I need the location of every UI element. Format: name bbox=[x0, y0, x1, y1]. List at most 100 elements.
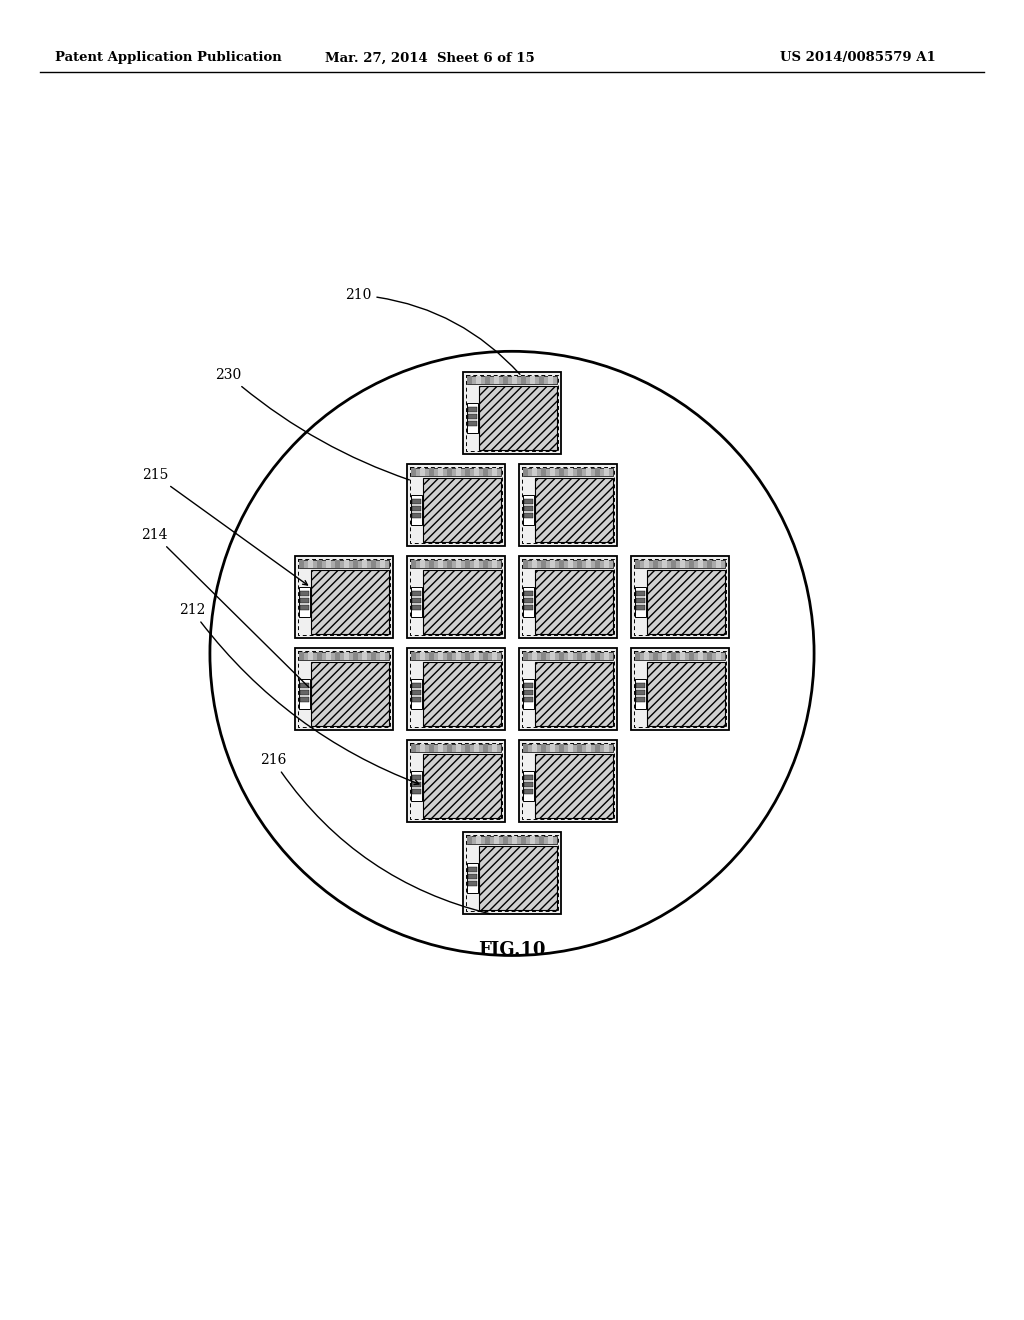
Bar bbox=[429, 469, 433, 477]
Bar bbox=[317, 652, 322, 660]
Bar bbox=[604, 561, 608, 569]
Bar bbox=[568, 469, 572, 477]
Bar bbox=[411, 561, 416, 569]
Bar bbox=[586, 652, 591, 660]
Bar bbox=[300, 598, 309, 603]
Bar bbox=[456, 469, 461, 477]
Bar bbox=[636, 591, 645, 597]
Bar bbox=[535, 478, 613, 543]
Bar bbox=[568, 744, 572, 752]
Text: US 2014/0085579 A1: US 2014/0085579 A1 bbox=[780, 51, 936, 65]
Bar bbox=[523, 587, 534, 618]
Bar bbox=[412, 606, 421, 610]
Bar bbox=[662, 561, 667, 569]
Bar bbox=[411, 469, 416, 477]
Bar bbox=[412, 783, 421, 788]
Bar bbox=[300, 684, 309, 689]
Bar bbox=[465, 561, 469, 569]
Bar bbox=[635, 561, 725, 569]
Bar bbox=[595, 469, 599, 477]
Bar bbox=[468, 867, 477, 873]
Bar bbox=[635, 561, 640, 569]
Bar bbox=[308, 561, 312, 569]
Bar bbox=[300, 690, 309, 696]
Bar bbox=[447, 652, 452, 660]
Bar bbox=[492, 744, 497, 752]
Bar bbox=[420, 744, 425, 752]
Bar bbox=[541, 744, 546, 752]
Bar bbox=[604, 652, 608, 660]
Bar bbox=[311, 570, 389, 635]
Bar bbox=[604, 744, 608, 752]
Bar bbox=[300, 591, 309, 597]
Bar bbox=[653, 561, 657, 569]
Bar bbox=[586, 744, 591, 752]
Bar bbox=[512, 837, 516, 845]
Bar bbox=[530, 837, 535, 845]
Bar bbox=[530, 376, 535, 384]
Bar bbox=[523, 561, 527, 569]
Bar bbox=[410, 743, 502, 820]
Bar bbox=[412, 513, 421, 519]
Bar bbox=[485, 376, 489, 384]
Bar bbox=[466, 375, 558, 451]
Bar bbox=[644, 561, 648, 569]
Bar bbox=[698, 652, 702, 660]
Bar bbox=[429, 744, 433, 752]
Bar bbox=[317, 561, 322, 569]
Bar bbox=[541, 469, 546, 477]
Bar bbox=[541, 561, 546, 569]
Bar bbox=[716, 652, 721, 660]
Bar bbox=[519, 465, 617, 546]
Bar bbox=[465, 469, 469, 477]
Bar bbox=[647, 663, 725, 726]
Bar bbox=[412, 775, 421, 780]
Bar bbox=[524, 690, 534, 696]
Bar bbox=[474, 561, 478, 569]
Bar bbox=[411, 469, 501, 477]
Bar bbox=[447, 561, 452, 569]
Bar bbox=[468, 408, 477, 412]
Bar bbox=[447, 469, 452, 477]
Text: 214: 214 bbox=[141, 528, 309, 688]
Bar bbox=[326, 652, 331, 660]
Bar bbox=[411, 495, 422, 525]
Bar bbox=[524, 783, 534, 788]
Bar bbox=[483, 469, 487, 477]
Bar bbox=[539, 376, 544, 384]
Bar bbox=[299, 652, 303, 660]
Bar bbox=[468, 874, 477, 879]
Bar bbox=[411, 744, 416, 752]
Bar bbox=[308, 652, 312, 660]
Bar bbox=[465, 652, 469, 660]
Bar bbox=[577, 744, 582, 752]
Bar bbox=[522, 467, 614, 544]
Bar bbox=[586, 469, 591, 477]
Bar bbox=[299, 680, 310, 709]
Bar bbox=[523, 744, 613, 752]
Bar bbox=[412, 684, 421, 689]
Bar bbox=[523, 469, 613, 477]
Bar bbox=[474, 652, 478, 660]
Bar bbox=[380, 561, 384, 569]
Bar bbox=[344, 561, 348, 569]
Text: 210: 210 bbox=[345, 288, 520, 375]
Bar bbox=[380, 652, 384, 660]
Bar bbox=[662, 652, 667, 660]
Bar bbox=[456, 652, 461, 660]
Bar bbox=[532, 469, 537, 477]
Bar bbox=[420, 652, 425, 660]
Bar bbox=[539, 837, 544, 845]
Bar bbox=[423, 478, 501, 543]
Bar bbox=[494, 837, 499, 845]
Bar bbox=[438, 561, 442, 569]
Bar bbox=[550, 744, 555, 752]
Bar bbox=[353, 652, 357, 660]
Bar bbox=[412, 690, 421, 696]
Bar bbox=[407, 741, 505, 822]
Bar bbox=[503, 837, 508, 845]
Bar bbox=[635, 652, 640, 660]
Bar bbox=[423, 755, 501, 818]
Bar bbox=[548, 837, 553, 845]
Bar bbox=[465, 744, 469, 752]
